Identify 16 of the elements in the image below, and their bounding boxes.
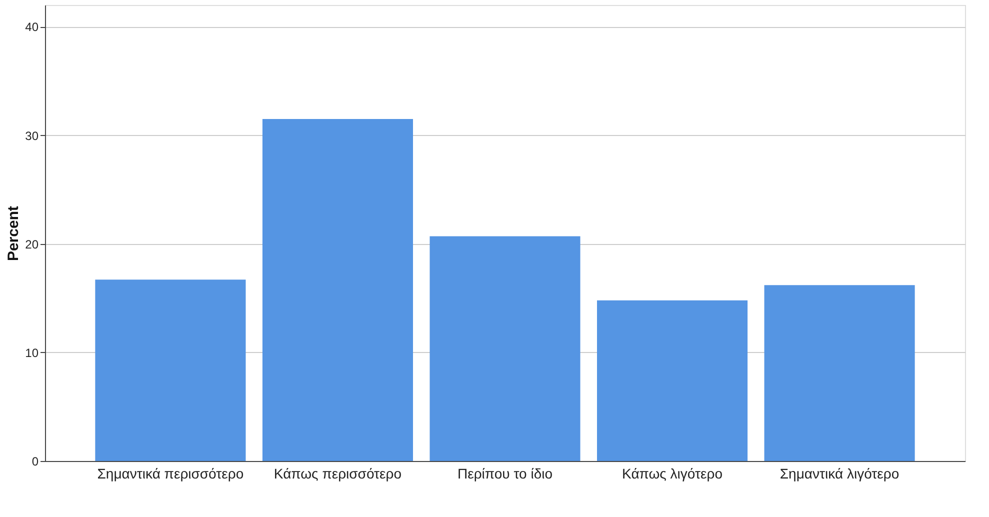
- x-tick-label: Κάπως λιγότερο: [622, 466, 723, 482]
- x-tick-label: Σημαντικά λιγότερο: [780, 466, 900, 482]
- bar: [262, 119, 413, 461]
- y-axis-title: Percent: [5, 206, 22, 262]
- bar: [95, 280, 246, 461]
- x-tick-label: Σημαντικά περισσότερο: [97, 466, 244, 482]
- x-tick-label: Κάπως περισσότερο: [274, 466, 402, 482]
- y-tick-label: 20: [25, 237, 39, 252]
- bar: [764, 285, 915, 461]
- bar: [597, 300, 748, 461]
- y-tick-label: 30: [25, 128, 39, 143]
- y-tick-label: 40: [25, 20, 39, 34]
- x-tick-label: Περίπου το ίδιο: [457, 466, 553, 482]
- y-tick-label: 0: [32, 454, 39, 468]
- y-tick-label: 10: [25, 346, 39, 360]
- bar: [430, 236, 580, 461]
